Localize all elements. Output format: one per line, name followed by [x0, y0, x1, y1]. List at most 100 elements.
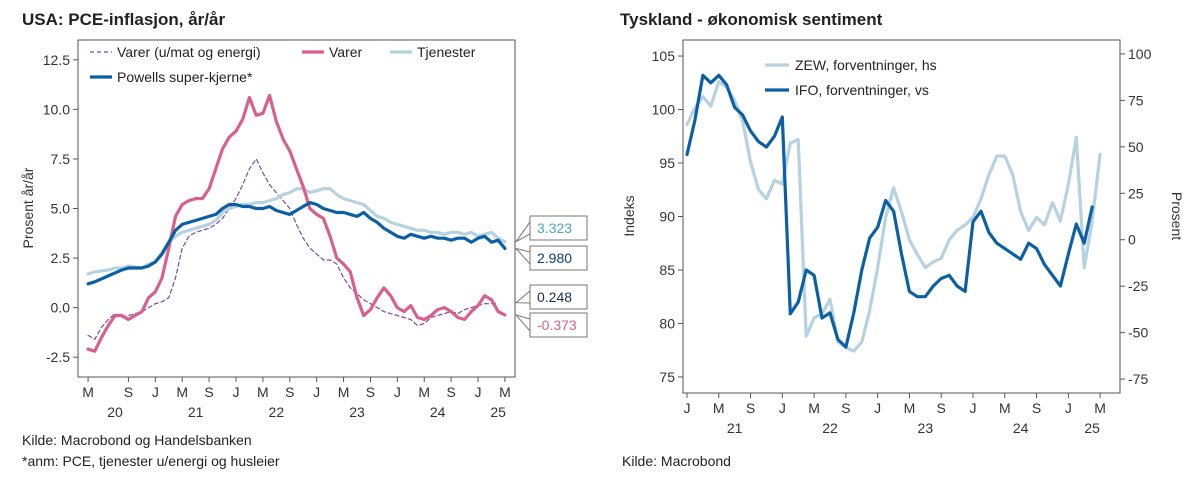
germany-left-tick-label: 105 — [652, 48, 676, 64]
pce-y-tick-label: 0.0 — [51, 300, 71, 316]
pce-legend-label: Varer — [329, 44, 363, 60]
pce-series-goods_core — [87, 158, 499, 340]
pce-x-month-label: S — [124, 384, 133, 400]
germany-left-y-axis: 105 100 95 90 85 80 75 — [652, 48, 683, 385]
pce-value-label-supercore: 2.980 — [537, 250, 572, 266]
pce-x-month-label: M — [338, 384, 350, 400]
germany-x-month-label: J — [779, 400, 786, 416]
germany-x-axis: J M S J M S J M S J M S J M21 22 23 24 25 — [683, 393, 1106, 436]
germany-right-tick-label: 0 — [1128, 232, 1136, 248]
germany-left-tick-label: 75 — [659, 369, 675, 385]
germany-left-tick-label: 85 — [659, 262, 675, 278]
pce-value-box — [529, 215, 588, 241]
germany-x-year-label: 21 — [727, 420, 743, 436]
pce-x-month-label: J — [394, 384, 401, 400]
pce-x-month-label: M — [176, 384, 188, 400]
pce-x-month-label: S — [204, 384, 213, 400]
germany-x-month-label: S — [1032, 400, 1041, 416]
pce-x-year-label: 24 — [430, 404, 446, 420]
germany-series-group — [685, 73, 1102, 353]
germany-x-year-label: 25 — [1084, 420, 1100, 436]
germany-x-month-label: J — [970, 400, 977, 416]
germany-x-month-label: M — [1094, 400, 1106, 416]
germany-series-ifo — [685, 73, 1094, 349]
germany-right-tick-label: -75 — [1128, 371, 1148, 387]
germany-x-month-label: M — [904, 400, 916, 416]
pce-legend-label: Tjenester — [417, 44, 476, 60]
pce-y-tick-label: 12.5 — [43, 52, 70, 68]
germany-right-y-axis: 100 75 50 25 0 -25 -50 -75 — [1120, 46, 1152, 387]
pce-legend: Varer (u/mat og energi) Varer Tjenester Pow… — [90, 44, 476, 85]
pce-value-pointer — [514, 289, 531, 304]
pce-y-tick-label: -2.5 — [46, 349, 70, 365]
pce-x-year-label: 25 — [490, 404, 506, 420]
pce-series-group — [86, 93, 507, 353]
pce-value-pointer — [514, 314, 531, 333]
germany-legend-label: IFO, forventninger, vs — [795, 82, 929, 98]
germany-right-y-label: Prosent — [1169, 192, 1183, 240]
pce-value-label-goods: -0.373 — [537, 317, 577, 333]
pce-y-axis-label: Prosent år/år — [20, 167, 36, 248]
germany-x-month-label: S — [937, 400, 946, 416]
pce-y-axis: 12.5 10.0 7.5 5.0 2.5 0.0 -2.5 — [43, 52, 78, 365]
pce-legend-label: Powells super-kjerne* — [117, 69, 253, 85]
pce-x-month-label: M — [82, 384, 94, 400]
pce-y-tick-label: 2.5 — [51, 250, 71, 266]
pce-x-month-label: J — [232, 384, 239, 400]
germany-left-tick-label: 95 — [659, 155, 675, 171]
pce-series-goods — [86, 93, 507, 353]
germany-left-tick-label: 90 — [659, 209, 675, 225]
pce-x-year-label: 23 — [349, 404, 365, 420]
pce-x-month-label: M — [257, 384, 269, 400]
pce-value-label-services: 3.323 — [537, 220, 572, 236]
germany-right-tick-label: 50 — [1128, 139, 1144, 155]
pce-series-supercore — [86, 201, 507, 286]
germany-legend-label: ZEW, forventninger, hs — [795, 57, 937, 73]
pce-x-month-label: S — [285, 384, 294, 400]
germany-legend: ZEW, forventninger, hs IFO, forventninger… — [765, 57, 937, 98]
germany-chart: Tyskland - økonomisk sentiment 105 100 95 9… — [620, 10, 1183, 469]
germany-x-year-label: 24 — [1013, 420, 1029, 436]
pce-x-axis: M S J M S J M S J M S J M S J M20 21 22 23 24 25 — [82, 377, 511, 420]
germany-series-zew — [685, 80, 1102, 353]
pce-x-month-label: M — [499, 384, 511, 400]
pce-x-year-label: 20 — [107, 404, 123, 420]
pce-chart: USA: PCE-inflasjon, år/år 12.5 10.0 7.5 5.0… — [20, 10, 588, 469]
germany-left-tick-label: 100 — [652, 102, 676, 118]
germany-chart-title: Tyskland - økonomisk sentiment — [620, 10, 883, 29]
pce-value-box — [529, 312, 588, 338]
pce-x-year-label: 22 — [269, 404, 285, 420]
pce-series-services — [86, 187, 507, 276]
pce-value-pointer — [515, 220, 531, 243]
germany-right-tick-label: -25 — [1128, 278, 1148, 294]
pce-value-labels: 3.323 2.980 0.248 -0.373 — [514, 215, 588, 338]
germany-right-tick-label: 25 — [1128, 185, 1144, 201]
germany-x-month-label: M — [713, 400, 725, 416]
pce-y-tick-label: 10.0 — [43, 101, 70, 117]
germany-x-month-label: J — [874, 400, 881, 416]
pce-x-month-label: J — [313, 384, 320, 400]
pce-x-month-label: M — [418, 384, 430, 400]
pce-y-tick-label: 5.0 — [51, 201, 71, 217]
pce-value-box — [529, 284, 588, 310]
germany-left-y-label: Indeks — [621, 195, 637, 236]
pce-chart-title: USA: PCE-inflasjon, år/år — [22, 10, 225, 29]
germany-right-tick-label: 100 — [1128, 46, 1152, 62]
pce-x-month-label: J — [475, 384, 482, 400]
pce-legend-label: Varer (u/mat og energi) — [117, 44, 261, 60]
germany-x-month-label: S — [841, 400, 850, 416]
germany-x-month-label: S — [746, 400, 755, 416]
germany-x-year-label: 23 — [918, 420, 934, 436]
pce-value-box — [529, 245, 588, 271]
pce-plot-frame — [77, 39, 516, 378]
pce-x-year-label: 21 — [188, 404, 204, 420]
germany-x-month-label: J — [1065, 400, 1072, 416]
germany-right-tick-label: -50 — [1128, 325, 1148, 341]
germany-source: Kilde: Macrobond — [622, 453, 731, 469]
germany-left-tick-label: 80 — [659, 315, 675, 331]
pce-source: Kilde: Macrobond og Handelsbanken — [22, 432, 252, 448]
pce-y-tick-label: 7.5 — [51, 151, 71, 167]
pce-value-pointer — [514, 247, 531, 266]
pce-x-month-label: S — [366, 384, 375, 400]
